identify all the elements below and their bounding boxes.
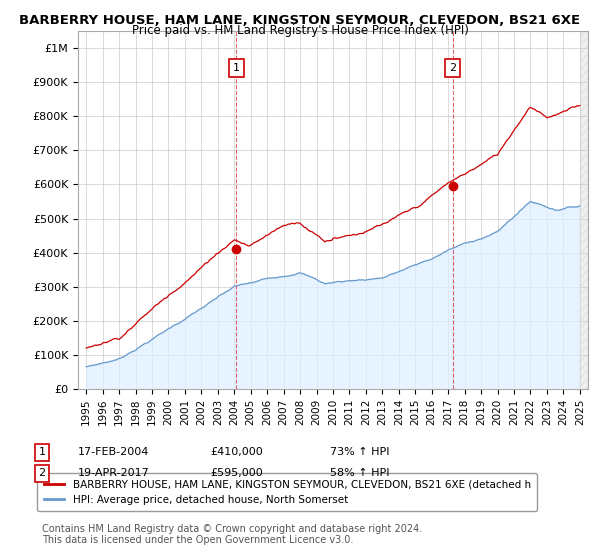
Text: 58% ↑ HPI: 58% ↑ HPI bbox=[330, 468, 389, 478]
Text: 1: 1 bbox=[233, 63, 240, 73]
Text: Contains HM Land Registry data © Crown copyright and database right 2024.
This d: Contains HM Land Registry data © Crown c… bbox=[42, 524, 422, 545]
Text: 19-APR-2017: 19-APR-2017 bbox=[78, 468, 150, 478]
Text: £595,000: £595,000 bbox=[210, 468, 263, 478]
Text: BARBERRY HOUSE, HAM LANE, KINGSTON SEYMOUR, CLEVEDON, BS21 6XE: BARBERRY HOUSE, HAM LANE, KINGSTON SEYMO… bbox=[19, 14, 581, 27]
Legend: BARBERRY HOUSE, HAM LANE, KINGSTON SEYMOUR, CLEVEDON, BS21 6XE (detached h, HPI:: BARBERRY HOUSE, HAM LANE, KINGSTON SEYMO… bbox=[37, 473, 537, 511]
Text: £410,000: £410,000 bbox=[210, 447, 263, 458]
Text: 2: 2 bbox=[38, 468, 46, 478]
Text: 73% ↑ HPI: 73% ↑ HPI bbox=[330, 447, 389, 458]
Text: 1: 1 bbox=[38, 447, 46, 458]
Text: 17-FEB-2004: 17-FEB-2004 bbox=[78, 447, 149, 458]
Text: Price paid vs. HM Land Registry's House Price Index (HPI): Price paid vs. HM Land Registry's House … bbox=[131, 24, 469, 37]
Text: 2: 2 bbox=[449, 63, 457, 73]
